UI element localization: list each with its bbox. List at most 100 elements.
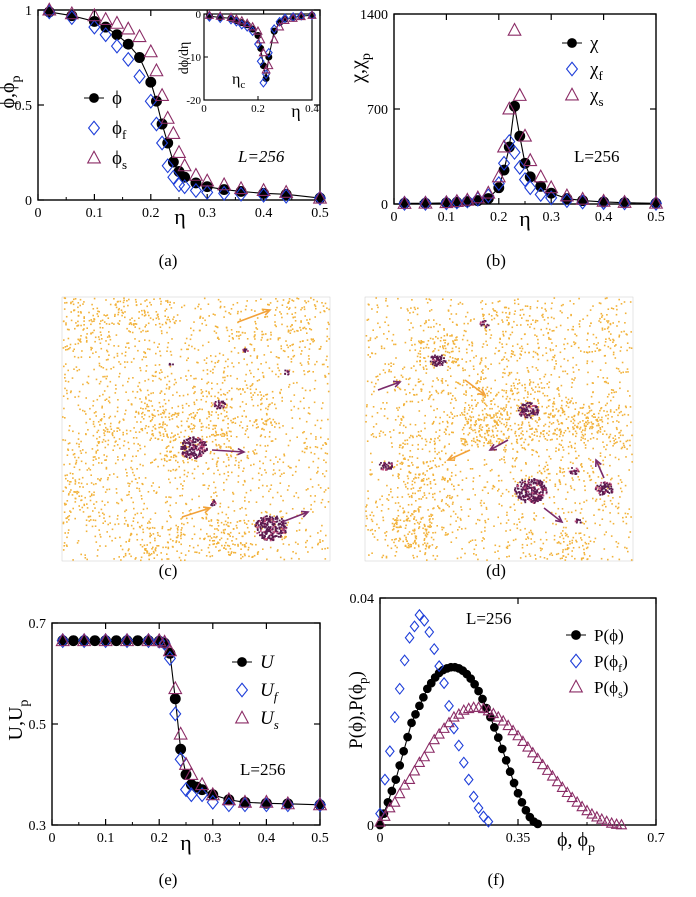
particle <box>429 337 432 340</box>
particle <box>604 456 606 458</box>
particle <box>208 467 210 470</box>
particle <box>468 409 470 411</box>
arrow-head <box>202 506 212 514</box>
particle <box>382 369 385 371</box>
particle <box>265 407 267 410</box>
particle <box>196 361 198 364</box>
particle <box>619 350 622 352</box>
data-point <box>463 773 474 786</box>
particle <box>597 416 600 419</box>
particle <box>489 440 492 443</box>
particle <box>464 438 467 441</box>
particle <box>443 411 445 413</box>
particle <box>103 321 106 323</box>
particle <box>65 315 68 318</box>
particle <box>156 554 158 556</box>
particle <box>478 440 481 442</box>
particle <box>114 304 117 306</box>
particle <box>503 306 506 309</box>
particle <box>187 461 189 464</box>
particle <box>69 491 71 493</box>
particle <box>75 442 78 445</box>
cluster-particle <box>188 456 191 459</box>
particle <box>177 414 180 416</box>
particle <box>599 419 601 421</box>
particle <box>426 533 429 536</box>
particle <box>628 469 630 471</box>
particle <box>508 322 510 324</box>
particle <box>201 322 203 325</box>
cluster-particle <box>267 517 270 520</box>
particle <box>191 517 193 520</box>
particle <box>151 374 154 377</box>
particle <box>429 545 431 547</box>
particle <box>314 316 316 318</box>
particle <box>240 557 242 560</box>
particle <box>243 467 245 470</box>
cluster-particle <box>185 447 188 450</box>
particle <box>229 535 231 537</box>
particle <box>444 342 446 344</box>
particle <box>277 337 280 339</box>
particle <box>274 472 276 475</box>
particle <box>117 309 120 311</box>
particle <box>557 387 559 389</box>
particle <box>298 522 301 524</box>
particle <box>180 348 183 351</box>
particle <box>604 362 607 364</box>
particle <box>173 316 175 318</box>
particle <box>597 376 599 378</box>
particle <box>578 411 580 413</box>
particle <box>166 500 168 503</box>
particle <box>104 545 107 547</box>
particle <box>66 454 69 456</box>
particle <box>136 421 138 423</box>
particle <box>86 558 88 561</box>
particle <box>601 420 604 423</box>
particle <box>404 483 407 486</box>
particle <box>327 438 329 440</box>
particle <box>297 543 299 545</box>
particle <box>614 442 617 444</box>
particle <box>277 375 280 378</box>
particle <box>401 496 404 498</box>
particle <box>365 525 367 527</box>
particle <box>90 519 92 521</box>
particle <box>312 371 314 373</box>
particle <box>202 472 204 475</box>
velocity-arrow <box>281 511 309 523</box>
data-point <box>398 778 411 790</box>
particle <box>456 336 458 338</box>
particle <box>482 372 484 374</box>
particle <box>136 487 138 489</box>
particle <box>317 470 319 473</box>
particle <box>453 360 456 363</box>
particle <box>565 556 567 558</box>
particle <box>265 420 268 423</box>
particle <box>463 329 466 332</box>
particle <box>536 369 539 371</box>
particle <box>575 432 578 435</box>
particle <box>308 348 311 350</box>
particle <box>275 356 278 358</box>
particle <box>221 435 223 437</box>
particle <box>184 342 187 344</box>
particle <box>598 348 601 351</box>
particle <box>93 425 96 428</box>
particle <box>322 402 324 404</box>
particle <box>587 439 589 442</box>
particle <box>406 475 409 477</box>
particle <box>107 501 109 504</box>
particle <box>238 466 240 469</box>
particle <box>253 453 256 455</box>
particle <box>170 496 172 499</box>
particle <box>225 403 228 406</box>
particle <box>251 543 254 546</box>
particle <box>547 322 549 325</box>
particle <box>100 419 103 422</box>
particle <box>159 535 161 537</box>
particle <box>100 320 102 322</box>
particle <box>279 392 281 395</box>
cluster-particle <box>194 457 196 459</box>
particle <box>323 310 326 313</box>
